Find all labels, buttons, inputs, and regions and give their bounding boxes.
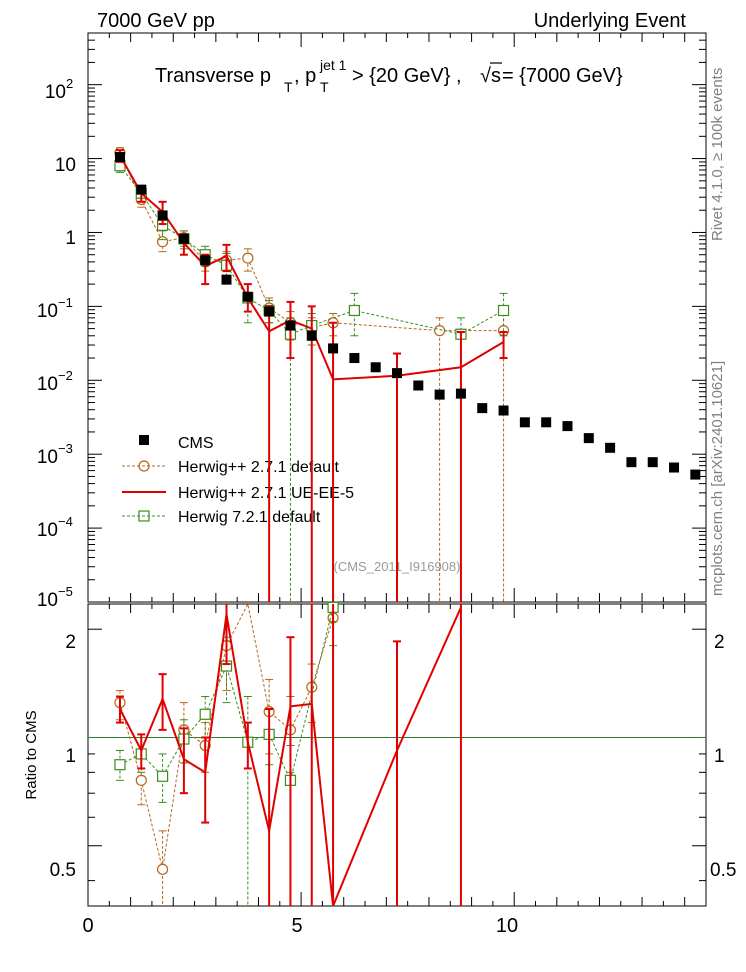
rivet-label: Rivet 4.1.0, ≥ 100k events (709, 68, 726, 241)
y-tick-1e2-exp: 2 (66, 76, 73, 91)
main-marker-cms (349, 353, 360, 364)
chart-title: Transverse p T , p jet 1 T > {20 GeV} , … (155, 57, 623, 95)
x-tick-0: 0 (82, 915, 93, 937)
ratio-y-tick-2-right: 2 (714, 632, 725, 653)
ratio-y-tick-labels: 2 1 0.5 2 1 0.5 (50, 632, 737, 881)
main-marker-hw7 (348, 304, 360, 317)
title-tail: = {7000 GeV} (502, 65, 623, 87)
main-marker-cms (647, 457, 658, 468)
x-tick-labels: 0 5 10 (82, 915, 518, 937)
ratio-marker-hw271 (156, 863, 169, 875)
main-marker-cms (605, 442, 616, 453)
y-tick-1e-1-exp: −1 (58, 295, 73, 310)
y-tick-1e-5-exp: −5 (58, 584, 73, 599)
main-marker-cms (498, 405, 509, 416)
header-right: Underlying Event (534, 10, 687, 32)
legend-label-cms: CMS (178, 435, 214, 452)
main-marker-cms (477, 403, 488, 414)
main-marker-cms (455, 388, 466, 399)
main-marker-cms (200, 255, 211, 266)
header-left: 7000 GeV pp (97, 10, 215, 32)
legend: CMS Herwig++ 2.7.1 default Herwig++ 2.7.… (122, 435, 354, 526)
main-marker-cms (114, 151, 125, 162)
main-line-hw271 (119, 152, 504, 332)
y-tick-10: 10 (55, 155, 76, 176)
ratio-ylabel: Ratio to CMS (23, 710, 40, 799)
y-tick-1e-3-exp: −3 (58, 441, 73, 456)
main-marker-cms (306, 330, 317, 341)
main-marker-cms (328, 343, 339, 354)
y-tick-1e-4-base: 10 (37, 520, 58, 541)
main-marker-hw271 (434, 325, 446, 337)
main-axis-ticks (87, 32, 707, 603)
main-marker-cms (242, 291, 253, 302)
title-sqrt: √ (480, 65, 491, 87)
main-marker-cms (157, 210, 168, 221)
ratio-marker-hw7 (114, 759, 126, 771)
main-marker-cms (541, 417, 552, 428)
title-sup-jet: jet 1 (319, 57, 347, 73)
title-rest: > {20 GeV} , (352, 65, 462, 87)
y-tick-1e2-base: 10 (45, 82, 66, 103)
y-tick-1e-2-exp: −2 (58, 368, 73, 383)
legend-marker-hw7 (138, 510, 150, 522)
title-s: s (491, 65, 501, 87)
legend-entry-hw7: Herwig 7.2.1 default (122, 509, 321, 526)
y-tick-1: 1 (65, 228, 76, 249)
title-sub-t: T (284, 79, 293, 95)
main-marker-hw7 (497, 304, 510, 317)
main-marker-cms (562, 421, 573, 432)
legend-label-hw7: Herwig 7.2.1 default (178, 509, 321, 526)
y-tick-1e-3-base: 10 (37, 447, 58, 468)
main-marker-cms (221, 274, 232, 285)
ratio-marker-hw7 (199, 708, 211, 720)
main-marker-cms (178, 233, 189, 244)
main-marker-hw271 (156, 236, 169, 248)
main-marker-hw271 (242, 252, 254, 264)
legend-entry-hwue: Herwig++ 2.7.1 UE-EE-5 (122, 485, 354, 502)
legend-entry-hw271: Herwig++ 2.7.1 default (122, 459, 340, 476)
y-tick-1e-1-base: 10 (37, 301, 58, 322)
main-marker-cms (690, 469, 701, 480)
main-marker-cms (370, 362, 381, 373)
x-tick-5: 5 (291, 915, 302, 937)
legend-marker-hw271 (138, 460, 150, 472)
main-marker-cms (285, 320, 296, 331)
ratio-plot-data (114, 601, 462, 907)
ratio-y-tick-1-right: 1 (714, 746, 725, 767)
title-comma-p: , p (294, 65, 316, 87)
y-tick-1e-2-base: 10 (37, 374, 58, 395)
y-tick-1e-5-base: 10 (37, 590, 58, 611)
ratio-axis-ticks (87, 604, 707, 906)
ratio-y-tick-2-left: 2 (65, 632, 76, 653)
mcplots-label: mcplots.cern.ch [arXiv:2401.10621] (709, 361, 726, 596)
y-tick-1e-4-exp: −4 (58, 514, 73, 529)
main-marker-cms (392, 368, 402, 379)
main-marker-cms (626, 457, 637, 468)
ratio-marker-hw271 (135, 774, 147, 786)
main-marker-cms (413, 380, 424, 391)
main-marker-cms (136, 184, 147, 195)
main-plot-data (114, 147, 701, 602)
legend-entry-cms: CMS (139, 435, 214, 452)
legend-label-hw271: Herwig++ 2.7.1 default (178, 459, 340, 476)
main-marker-cms (434, 389, 445, 400)
main-marker-cms (264, 306, 275, 317)
ratio-marker-hw7 (156, 770, 169, 782)
ratio-y-tick-05-left: 0.5 (50, 860, 76, 881)
main-marker-cms (669, 462, 680, 473)
x-tick-10: 10 (496, 915, 518, 937)
main-marker-cms (583, 433, 594, 444)
main-y-tick-labels: 10 2 10 1 10 −1 10 −2 10 −3 10 −4 10 −5 (37, 76, 76, 611)
legend-marker-cms (139, 435, 149, 445)
ratio-y-tick-05-right: 0.5 (710, 860, 736, 881)
title-sub-t2: T (320, 79, 329, 95)
legend-label-hwue: Herwig++ 2.7.1 UE-EE-5 (178, 485, 354, 502)
ratio-y-tick-1-left: 1 (65, 746, 76, 767)
title-main: Transverse p (155, 65, 271, 87)
main-marker-cms (519, 417, 530, 428)
